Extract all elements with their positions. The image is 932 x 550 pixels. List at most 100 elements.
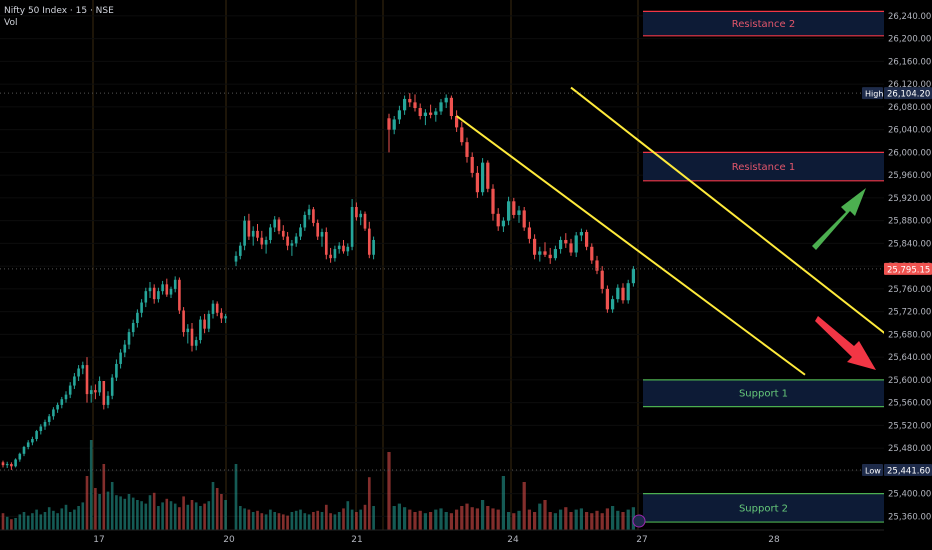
- volume-bar: [102, 464, 106, 530]
- zone-support-1: [643, 379, 884, 407]
- candle-body: [136, 312, 139, 324]
- candle-body: [342, 245, 345, 252]
- candle-body: [73, 376, 76, 386]
- volume-bar: [10, 519, 13, 530]
- candle-body: [39, 426, 43, 432]
- volume-bar: [460, 506, 464, 530]
- candle-body: [307, 209, 311, 215]
- candle-body: [423, 112, 428, 117]
- volume-bar: [251, 512, 255, 530]
- volume-bar: [199, 506, 202, 530]
- candle-body: [434, 111, 438, 115]
- candle-body: [501, 220, 506, 227]
- candle-body: [294, 236, 298, 244]
- price-tag-low: [884, 463, 932, 476]
- volume-bar: [355, 512, 358, 530]
- volume-bar: [81, 502, 85, 530]
- volume-bar: [264, 514, 268, 530]
- candle-body: [43, 421, 47, 427]
- volume-bar: [18, 514, 22, 530]
- volume-bar: [157, 506, 160, 530]
- candle-body: [64, 394, 68, 400]
- candle-body: [355, 206, 358, 218]
- volume-bar: [115, 495, 118, 530]
- volume-bar: [47, 507, 51, 530]
- volume-bar: [491, 508, 495, 530]
- volume-label[interactable]: Vol: [4, 18, 18, 28]
- candle-body: [605, 288, 610, 310]
- candle-body: [85, 365, 89, 395]
- candle-body: [277, 219, 281, 231]
- candle-body: [600, 270, 604, 289]
- candle-body: [1, 462, 5, 466]
- volume-bar: [277, 513, 281, 530]
- candle-body: [247, 220, 251, 237]
- candle-body: [584, 232, 589, 247]
- candle-body: [392, 119, 396, 130]
- candle-body: [532, 238, 537, 255]
- candle-body: [631, 268, 636, 284]
- candle-body: [548, 254, 552, 259]
- candle-body: [94, 390, 97, 393]
- candle-body: [444, 97, 448, 103]
- candle-body: [60, 399, 64, 405]
- time-tick-label: 27: [636, 535, 647, 545]
- volume-bar: [506, 512, 511, 530]
- candle-body: [18, 453, 22, 460]
- price-tick-label: 26,240.00: [888, 12, 931, 22]
- volume-bar: [363, 504, 367, 530]
- candle-body: [470, 156, 474, 173]
- volume-bar: [178, 507, 181, 530]
- candle-body: [157, 291, 160, 300]
- price-tick-label: 25,720.00: [888, 308, 931, 318]
- volume-bar: [234, 464, 238, 530]
- volume-bar: [569, 512, 573, 530]
- candle-body: [182, 310, 185, 333]
- candle-body: [224, 316, 227, 319]
- volume-bar: [290, 512, 294, 530]
- volume-bar: [486, 506, 490, 530]
- candle-body: [428, 112, 433, 115]
- candle-body: [465, 142, 469, 157]
- candle-body: [10, 464, 13, 467]
- candle-body: [26, 442, 30, 447]
- volume-bar: [359, 509, 363, 530]
- volume-bar: [238, 506, 242, 530]
- price-tick-label: 25,920.00: [888, 194, 931, 204]
- candle-body: [207, 313, 211, 329]
- candle-body: [251, 230, 255, 237]
- volume-bar: [165, 498, 169, 530]
- volume-bar: [89, 440, 93, 530]
- volume-bar: [329, 513, 332, 530]
- volume-bar: [621, 512, 625, 530]
- candle-body: [199, 319, 202, 341]
- zone-label: Resistance 1: [732, 162, 795, 173]
- candle-body: [408, 98, 412, 103]
- price-tick-label: 25,600.00: [888, 376, 931, 386]
- candle-body: [363, 213, 367, 229]
- candle-body: [372, 239, 375, 255]
- zone-label: Support 2: [739, 503, 788, 514]
- candle-body: [460, 127, 464, 143]
- volume-bar: [207, 501, 211, 530]
- volume-bar: [1, 513, 5, 530]
- price-tick-label: 25,680.00: [888, 330, 931, 340]
- candle-body: [616, 287, 620, 300]
- volume-bar: [387, 452, 391, 530]
- volume-bar: [22, 512, 26, 530]
- chart-legend: Nifty 50 Index · 15 · NSE Vol: [4, 5, 114, 29]
- volume-bar: [56, 513, 59, 530]
- volume-bar: [194, 502, 198, 530]
- candle-body: [89, 390, 93, 395]
- candle-body: [22, 446, 26, 454]
- price-tick-label: 26,120.00: [888, 80, 931, 90]
- symbol-title[interactable]: Nifty 50 Index · 15 · NSE: [4, 6, 114, 16]
- volume-bar: [333, 514, 337, 530]
- volume-bar: [428, 512, 433, 530]
- volume-bar: [439, 508, 443, 530]
- volume-bar: [60, 508, 64, 530]
- volume-bar: [616, 510, 620, 530]
- candle-body: [68, 385, 72, 395]
